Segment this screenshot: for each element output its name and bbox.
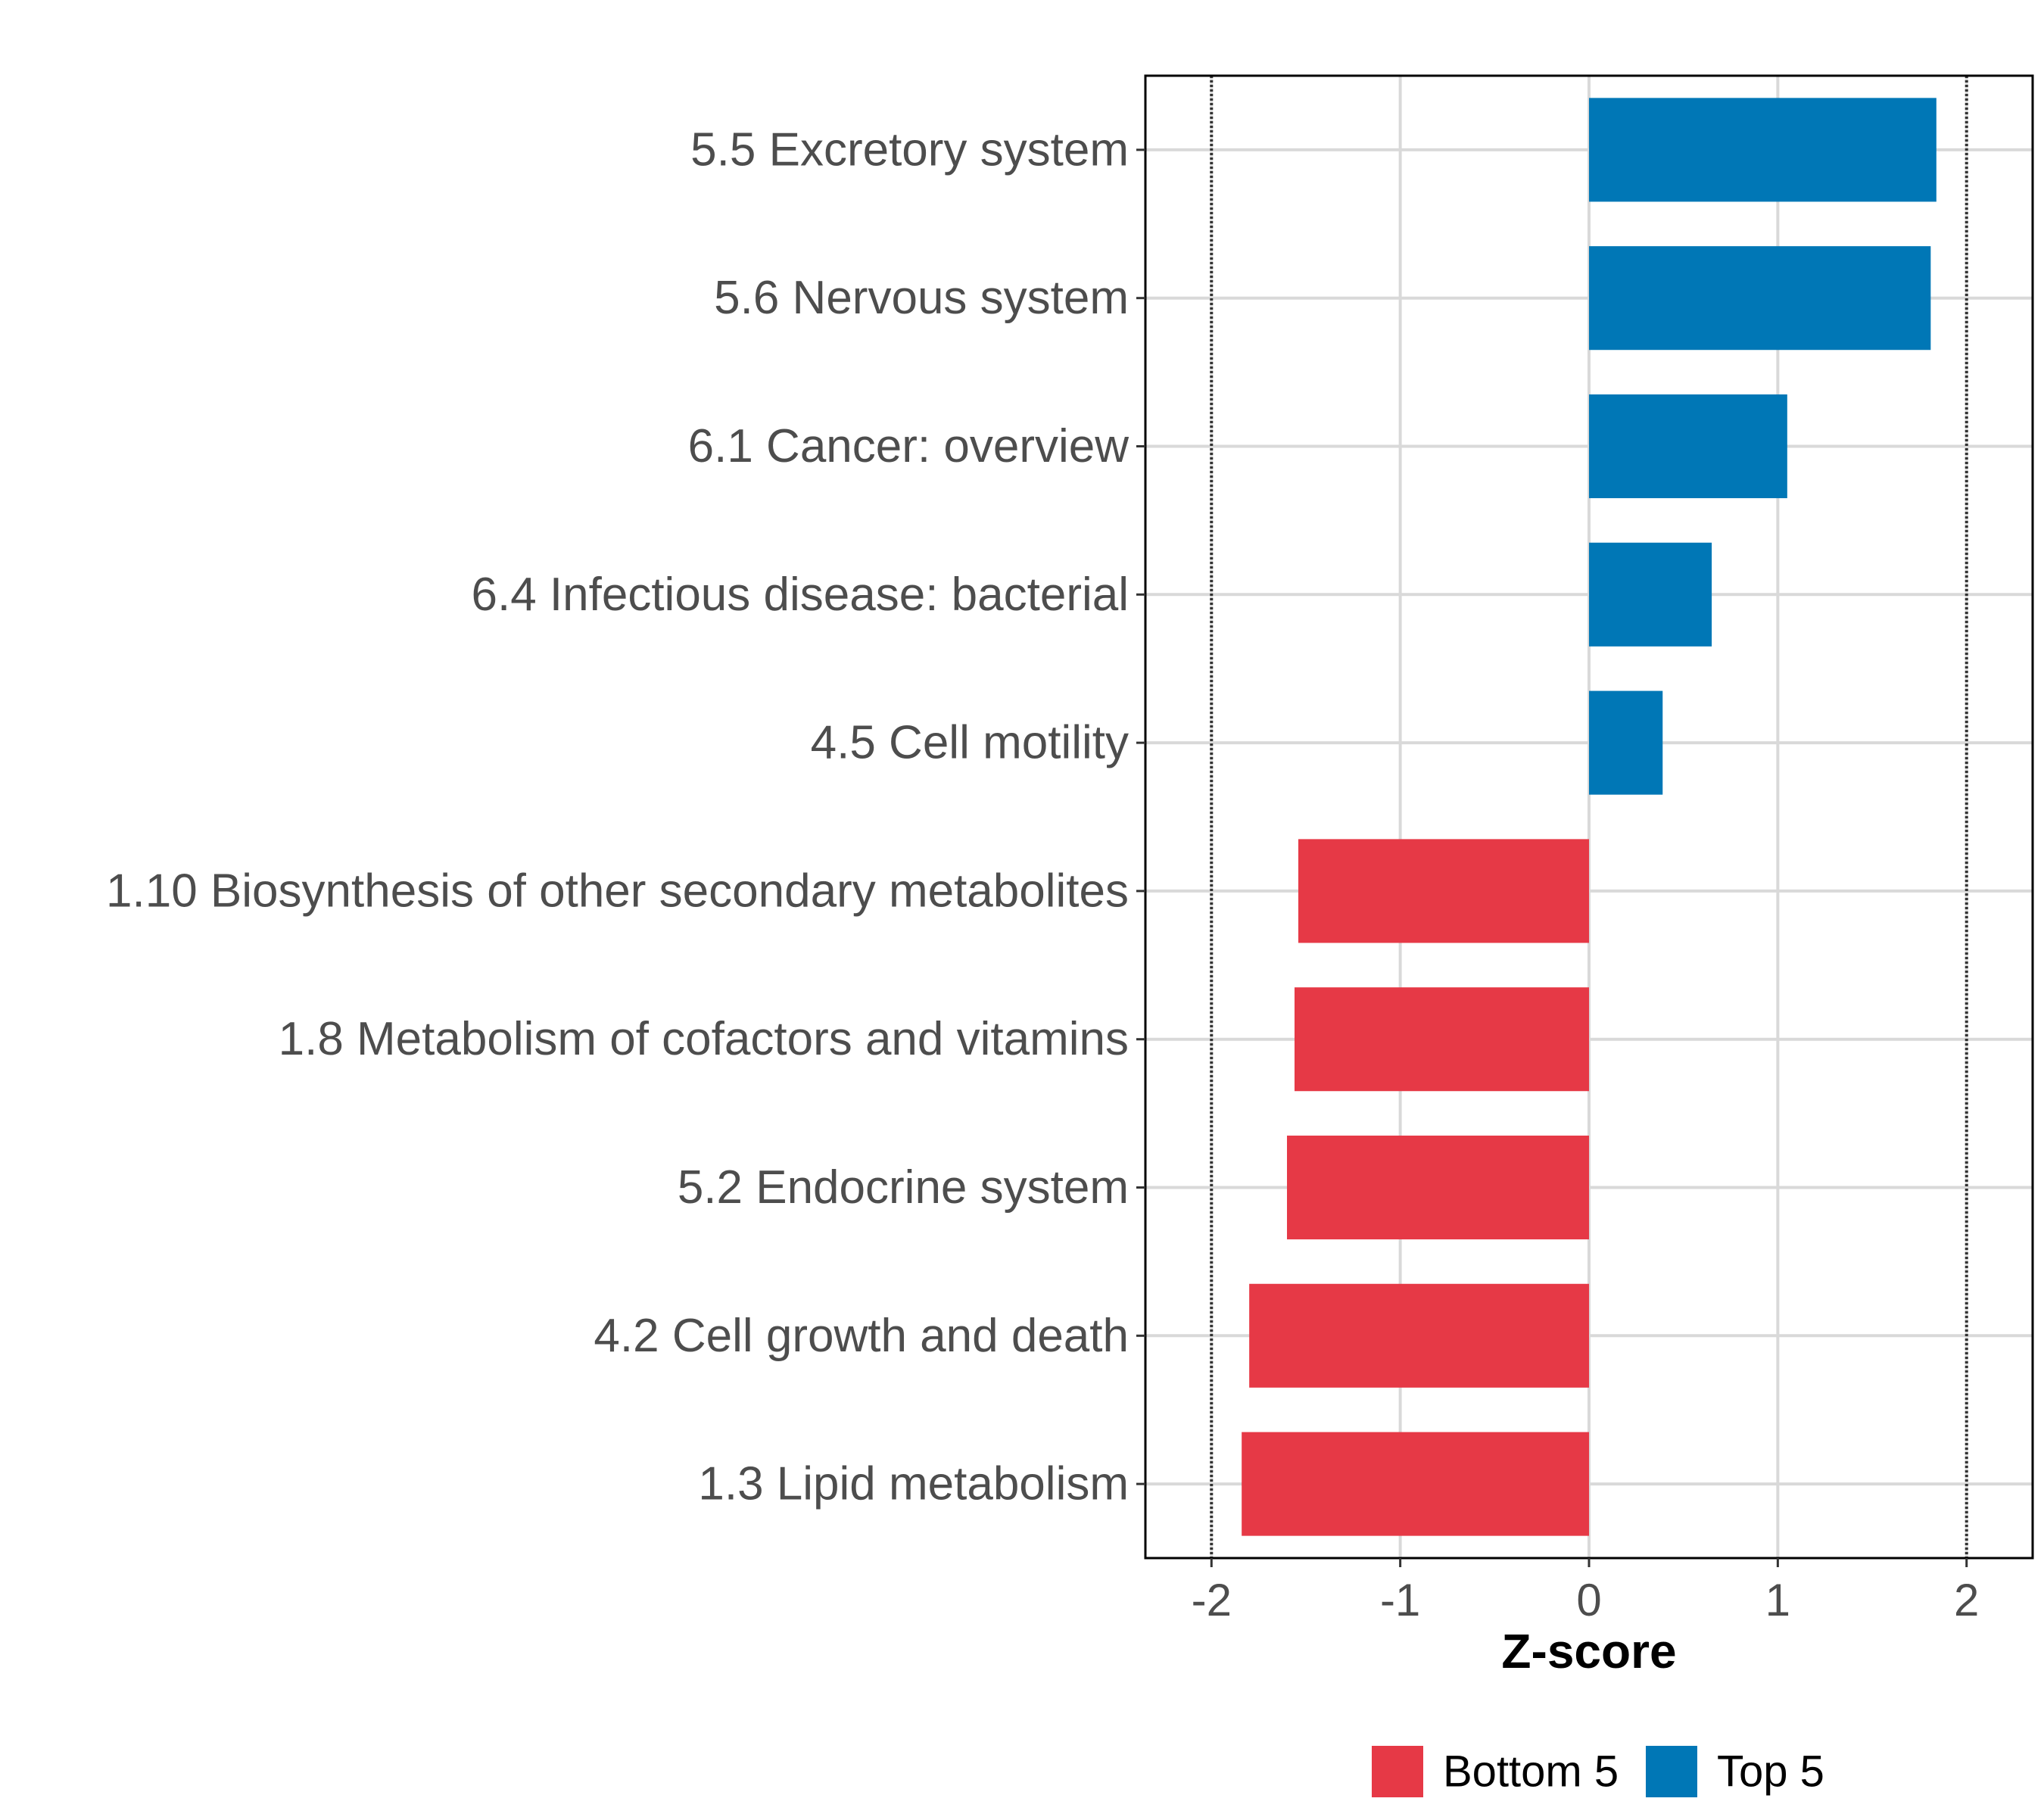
legend-swatch (1646, 1746, 1697, 1797)
y-tick-label: 1.10 Biosynthesis of other secondary met… (106, 865, 1129, 917)
y-tick-label: 6.1 Cancer: overview (688, 420, 1129, 472)
x-tick-label: 0 (1576, 1575, 1601, 1625)
legend-swatch (1372, 1746, 1423, 1797)
x-tick-label: 2 (1954, 1575, 1979, 1625)
y-tick-label: 6.4 Infectious disease: bacterial (471, 569, 1129, 621)
bar (1242, 1432, 1589, 1536)
y-tick-label: 4.5 Cell motility (811, 717, 1129, 769)
y-tick-label: 5.2 Endocrine system (678, 1161, 1129, 1214)
legend-label: Bottom 5 (1443, 1747, 1619, 1797)
x-axis: -2 -1 0 1 2 (1192, 1558, 1979, 1625)
bar (1589, 394, 1787, 499)
bar (1249, 1283, 1589, 1388)
y-tick-label: 4.2 Cell growth and death (594, 1310, 1129, 1362)
y-tick-label: 5.6 Nervous system (714, 272, 1129, 324)
bars (1242, 98, 1937, 1536)
bar (1287, 1135, 1589, 1240)
bar (1589, 246, 1931, 351)
x-tick-label: -1 (1380, 1575, 1420, 1625)
bar (1589, 542, 1712, 647)
x-axis-title: Z-score (1501, 1624, 1676, 1678)
x-tick-label: -2 (1192, 1575, 1232, 1625)
y-tick-label: 1.3 Lipid metabolism (698, 1458, 1129, 1510)
bar (1294, 987, 1589, 1092)
y-axis: 5.5 Excretory system 5.6 Nervous system 6.… (106, 123, 1145, 1510)
bar (1298, 839, 1589, 943)
y-tick-label: 5.5 Excretory system (690, 123, 1129, 176)
bar (1589, 690, 1663, 795)
legend-label: Top 5 (1717, 1747, 1824, 1797)
x-tick-label: 1 (1765, 1575, 1790, 1625)
bar (1589, 98, 1937, 202)
y-tick-label: 1.8 Metabolism of cofactors and vitamins (279, 1013, 1129, 1065)
reference-lines (1210, 76, 1968, 1558)
legend: Bottom 5 Top 5 (1372, 1746, 1824, 1797)
